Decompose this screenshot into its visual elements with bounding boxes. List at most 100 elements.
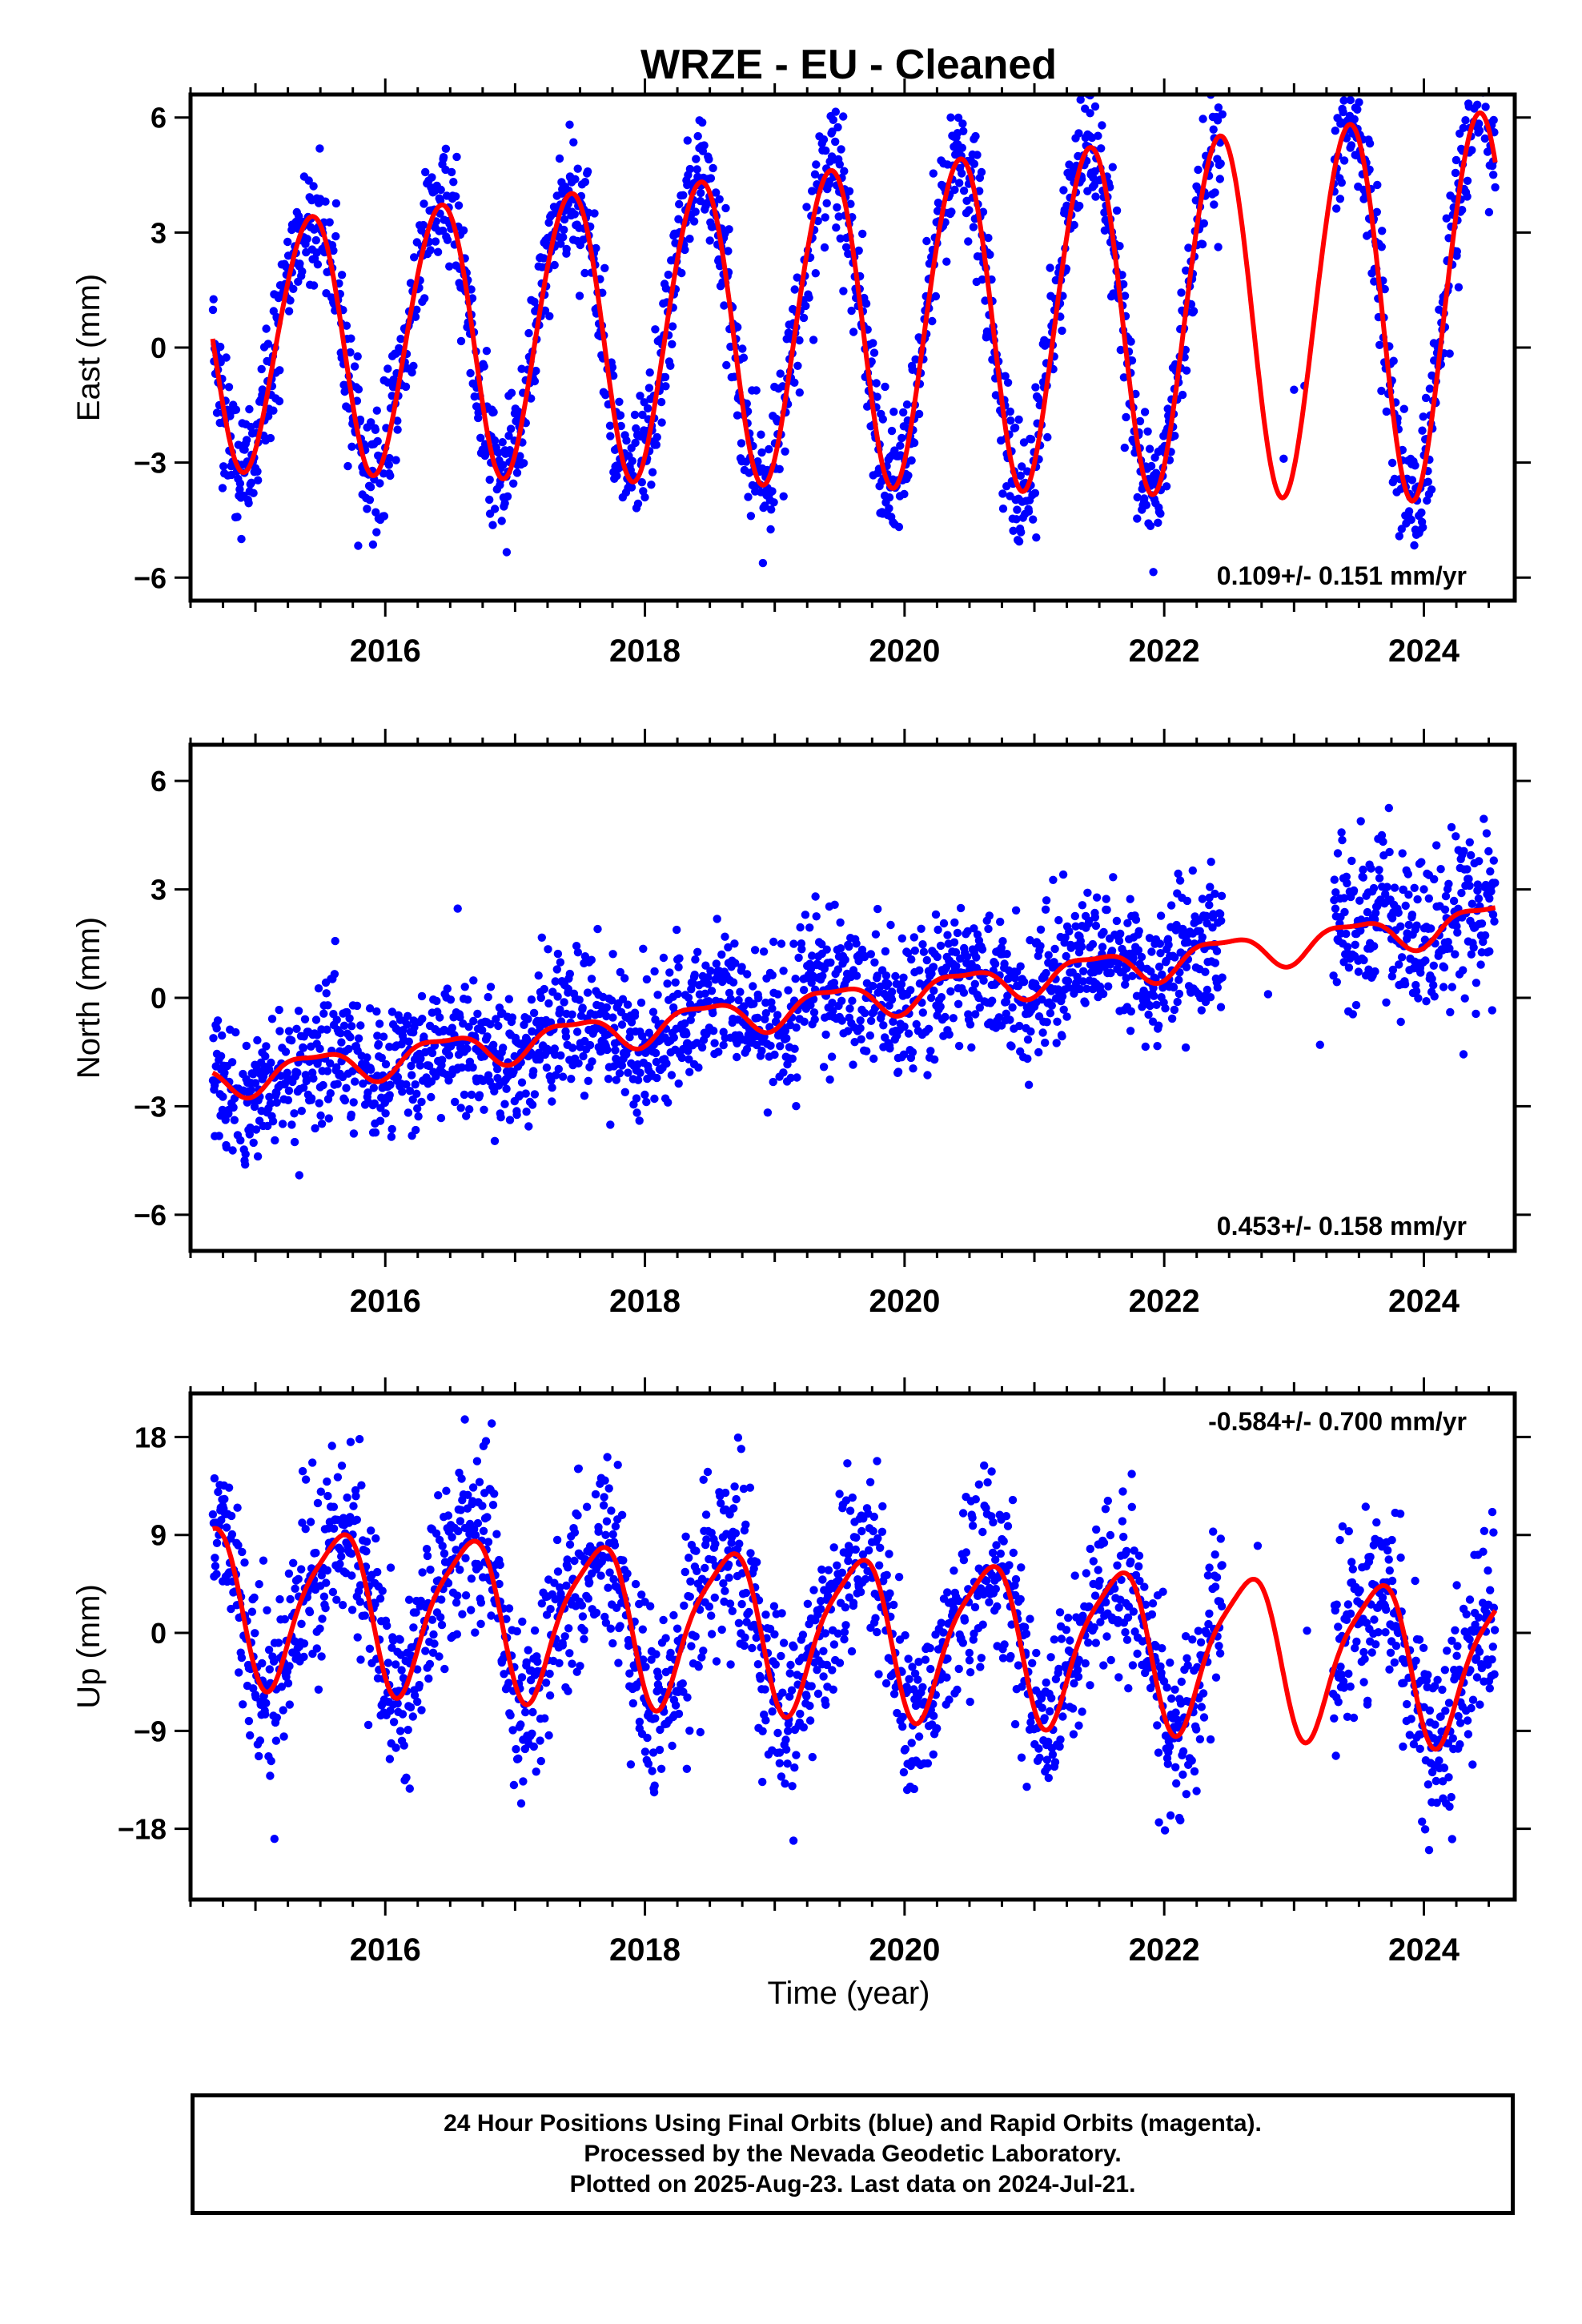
data-point (524, 328, 533, 338)
data-point (1001, 372, 1010, 380)
data-point (1202, 911, 1211, 921)
data-point (313, 260, 323, 269)
data-point (837, 1016, 846, 1025)
data-point (219, 462, 228, 471)
data-point (733, 411, 742, 420)
data-point (812, 912, 821, 921)
data-point (419, 220, 428, 230)
data-point (729, 978, 738, 987)
data-point (247, 1086, 255, 1095)
data-point (887, 426, 897, 436)
data-point (337, 1462, 347, 1470)
data-point (502, 1614, 511, 1623)
data-point (1203, 70, 1211, 78)
data-point (283, 237, 292, 247)
data-point (1452, 922, 1461, 931)
data-point (275, 396, 284, 406)
data-point (773, 1011, 782, 1019)
data-point (1147, 947, 1156, 956)
data-point (819, 1063, 829, 1072)
data-point (903, 948, 913, 958)
data-point (606, 1120, 615, 1129)
data-point (417, 1706, 426, 1715)
data-point (353, 1633, 362, 1642)
data-point (1375, 340, 1384, 349)
data-point (793, 361, 802, 370)
data-point (704, 979, 713, 988)
data-point (249, 1138, 258, 1148)
data-point (1337, 828, 1346, 837)
data-point (556, 1005, 564, 1014)
data-point (354, 1034, 363, 1043)
data-point (758, 558, 768, 568)
data-point (950, 918, 959, 927)
data-point (1430, 992, 1439, 1001)
data-point (1452, 155, 1461, 165)
data-point (231, 1027, 240, 1037)
data-point (1104, 982, 1113, 991)
data-point (565, 969, 574, 979)
data-point (981, 296, 990, 305)
data-point (1116, 929, 1125, 939)
data-point (1106, 968, 1115, 978)
data-point (343, 461, 352, 471)
data-point (1417, 508, 1426, 517)
data-point (953, 928, 962, 938)
data-point (404, 1595, 414, 1604)
data-point (1458, 206, 1467, 215)
data-point (230, 1116, 239, 1124)
data-point (587, 975, 596, 983)
data-point (946, 113, 955, 122)
data-point (1342, 929, 1351, 939)
data-point (285, 1662, 294, 1671)
data-point (659, 953, 669, 963)
data-point (527, 394, 536, 403)
data-point (1217, 916, 1226, 926)
data-point (416, 1596, 425, 1606)
data-point (1003, 378, 1013, 387)
data-point (227, 1604, 235, 1614)
data-point (1335, 195, 1345, 203)
data-point (267, 1756, 275, 1766)
data-point (290, 1109, 299, 1118)
x-tick-label: 2022 (1129, 633, 1200, 669)
data-point (870, 958, 879, 967)
data-point (1215, 910, 1225, 919)
data-point (1490, 917, 1499, 926)
data-point (845, 1004, 854, 1013)
data-point (475, 1091, 484, 1100)
data-point (410, 253, 419, 262)
data-point (404, 1011, 412, 1021)
data-point (1439, 963, 1449, 972)
data-point (532, 366, 540, 376)
data-point (383, 1621, 391, 1630)
data-point (335, 1559, 344, 1569)
data-point (463, 995, 472, 1004)
data-point (588, 1057, 596, 1066)
data-point (873, 392, 881, 401)
data-point (638, 1031, 647, 1041)
data-point (1375, 874, 1384, 883)
data-point (721, 932, 729, 941)
data-point (1009, 526, 1018, 535)
data-point (1447, 822, 1456, 832)
data-point (669, 1033, 678, 1042)
data-point (426, 1565, 435, 1574)
x-tick-label: 2016 (350, 1284, 421, 1319)
data-point (289, 1558, 298, 1568)
data-point (1382, 998, 1391, 1007)
data-point (1042, 896, 1051, 905)
data-point (383, 1659, 393, 1667)
data-point (522, 1108, 531, 1116)
data-point (1036, 925, 1046, 935)
data-point (351, 1492, 360, 1501)
data-point (972, 953, 981, 962)
data-point (1476, 67, 1484, 75)
data-point (227, 1058, 237, 1067)
data-point (799, 313, 809, 323)
data-point (1183, 938, 1193, 947)
data-point (683, 136, 692, 145)
data-point (387, 1124, 396, 1134)
data-point (790, 1044, 799, 1053)
